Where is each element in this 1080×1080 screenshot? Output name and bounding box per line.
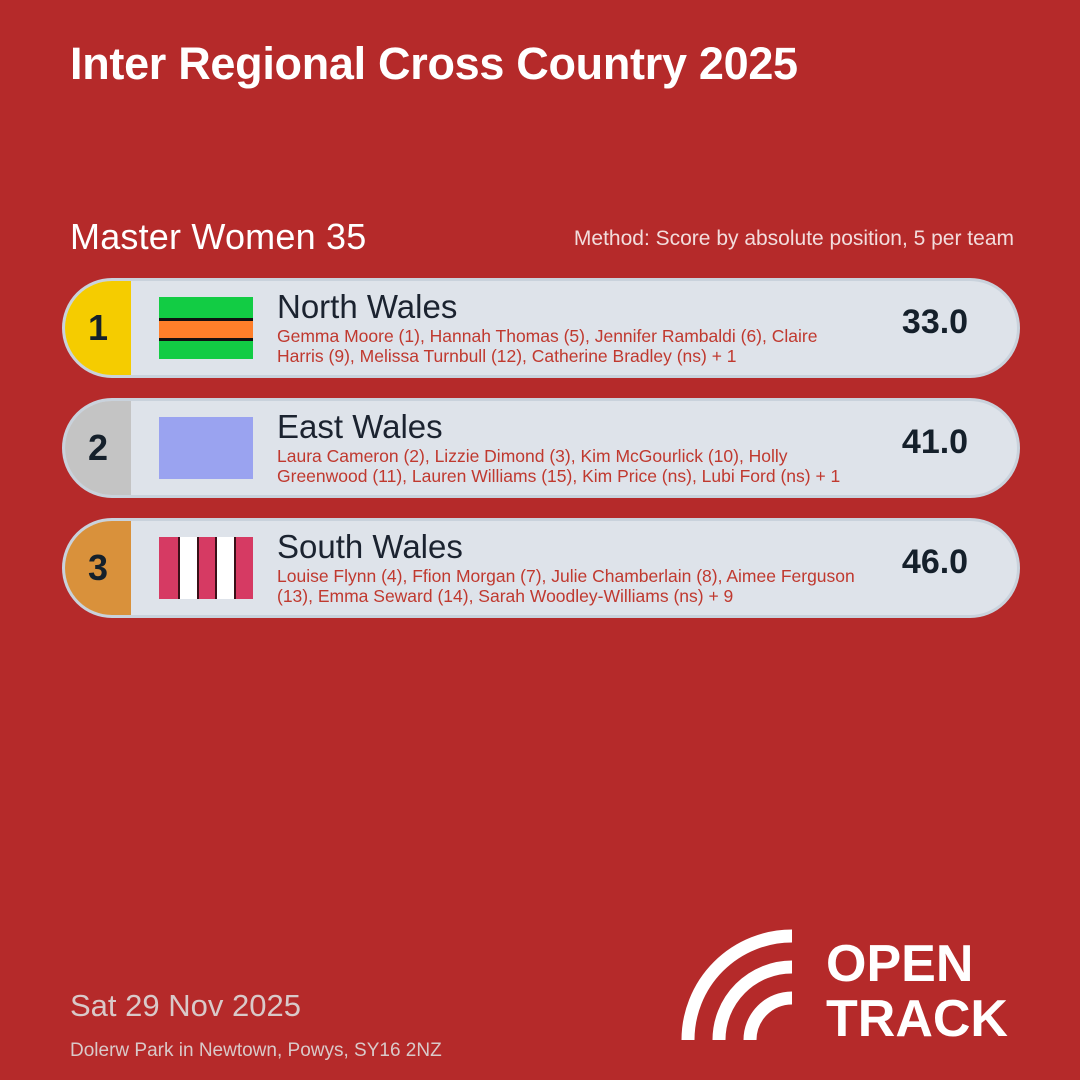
team-athletes-list: Louise Flynn (4), Ffion Morgan (7), Juli…	[277, 565, 855, 607]
team-score: 46.0	[901, 543, 969, 581]
event-date: Sat 29 Nov 2025	[70, 988, 301, 1023]
team-flag-icon	[159, 297, 253, 359]
team-athletes-list: Gemma Moore (1), Hannah Thomas (5), Jenn…	[277, 325, 818, 367]
team-flag-icon	[159, 417, 253, 479]
event-venue: Dolerw Park in Newtown, Powys, SY16 2NZ	[70, 1040, 442, 1061]
svg-text:TRACK: TRACK	[826, 990, 1008, 1046]
team-score: 41.0	[901, 423, 969, 461]
result-row[interactable]: 3 South Wales Louise Flynn (4), Ffion Morg…	[62, 518, 1020, 618]
team-info: North Wales Gemma Moore (1), Hannah Thoma…	[253, 289, 867, 367]
event-name: Master Women 35	[70, 216, 367, 257]
team-athletes-list: Laura Cameron (2), Lizzie Dimond (3), Ki…	[277, 445, 841, 487]
team-name: North Wales	[277, 289, 458, 325]
rank-badge: 1	[65, 281, 131, 375]
team-name: South Wales	[277, 529, 463, 565]
result-row[interactable]: 1 North Wales Gemma Moore (1), Hannah Thom…	[62, 278, 1020, 378]
rank-badge: 2	[65, 401, 131, 495]
team-score: 33.0	[901, 303, 969, 341]
team-flag-icon	[159, 537, 253, 599]
results-list: 1 North Wales Gemma Moore (1), Hannah Thom…	[62, 278, 1020, 638]
scoring-method-label: Method: Score by absolute position, 5 pe…	[573, 227, 1014, 250]
page-title: Inter Regional Cross Country 2025	[70, 38, 798, 89]
svg-text:OPEN: OPEN	[826, 935, 973, 993]
team-info: East Wales Laura Cameron (2), Lizzie Dimo…	[253, 409, 867, 487]
opentrack-wordmark: OPEN TRACK	[826, 935, 1008, 1046]
event-heading: Master Women 35 Method: Score by absolut…	[70, 216, 1014, 260]
opentrack-logo[interactable]: OPEN TRACK	[678, 926, 1038, 1046]
team-info: South Wales Louise Flynn (4), Ffion Morga…	[253, 529, 867, 607]
rank-badge: 3	[65, 521, 131, 615]
opentrack-arcs-icon	[681, 929, 793, 1041]
team-name: East Wales	[277, 409, 443, 445]
result-row[interactable]: 2 East Wales Laura Cameron (2), Lizzie Dim…	[62, 398, 1020, 498]
